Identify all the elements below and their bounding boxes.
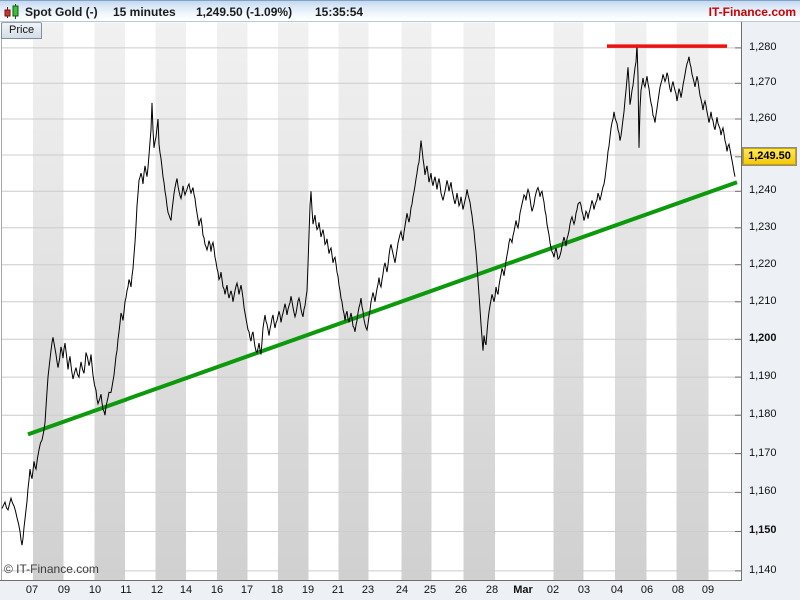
y-axis-label: 1,170 xyxy=(749,446,777,459)
brand-link[interactable]: IT-Finance.com xyxy=(708,5,796,19)
y-axis-label: 1,230 xyxy=(749,220,777,233)
x-axis-label: 14 xyxy=(179,584,193,596)
timeframe-label: 15 minutes xyxy=(113,5,176,19)
x-axis-label: 26 xyxy=(454,584,468,596)
gridlines xyxy=(2,47,740,572)
x-axis-label: 23 xyxy=(361,584,375,596)
x-axis-label: 21 xyxy=(331,584,345,596)
quote-time: 15:35:54 xyxy=(315,5,364,19)
x-axis-label: 24 xyxy=(395,584,409,596)
y-axis-label: 1,240 xyxy=(749,184,777,197)
x-axis-label: 04 xyxy=(610,584,624,596)
y-axis-label: 1,270 xyxy=(749,76,777,89)
price-plot[interactable] xyxy=(0,22,741,582)
last-price-tag: 1,249.50 xyxy=(742,147,797,167)
x-axis-label: 17 xyxy=(240,584,254,596)
x-axis-label: 10 xyxy=(88,584,102,596)
chart-area: Price 1,280 1,270 1,260 1,240 1,230 1,220 1,21… xyxy=(0,22,800,600)
x-axis-label: Mar xyxy=(513,584,533,596)
y-axis-label: 1,140 xyxy=(749,563,777,576)
x-axis-label: 12 xyxy=(150,584,164,596)
x-axis-label: 02 xyxy=(546,584,560,596)
x-axis-label: 07 xyxy=(25,584,39,596)
y-axis-label: 1,210 xyxy=(749,294,777,307)
x-axis-label: 25 xyxy=(423,584,437,596)
x-axis-label: 18 xyxy=(270,584,284,596)
x-axis-label: 16 xyxy=(210,584,224,596)
candlestick-icon xyxy=(4,4,19,19)
x-axis-label: 09 xyxy=(701,584,715,596)
y-axis-label: 1,280 xyxy=(749,40,777,53)
y-axis-label: 1,180 xyxy=(749,408,777,421)
instrument-name: Spot Gold (-) xyxy=(25,5,98,19)
watermark: © IT-Finance.com xyxy=(4,562,99,576)
x-axis-label: 06 xyxy=(640,584,654,596)
y-axis-label: 1,150 xyxy=(749,524,777,537)
y-axis-label: 1,190 xyxy=(749,370,777,383)
last-price-value: 1,249.50 xyxy=(748,150,791,163)
tab-price[interactable]: Price xyxy=(1,22,43,39)
price-axis[interactable]: 1,280 1,270 1,260 1,240 1,230 1,220 1,210 1,200… xyxy=(741,22,800,581)
x-axis-label: 09 xyxy=(57,584,71,596)
x-axis-label: 11 xyxy=(120,584,132,596)
last-quote: 1,249.50 (-1.09%) xyxy=(196,5,293,19)
y-axis-label: 1,260 xyxy=(749,112,777,124)
title-bar: Spot Gold (-) 15 minutes 1,249.50 (-1.09… xyxy=(0,0,800,22)
y-axis-label: 1,200 xyxy=(749,332,777,345)
x-axis-label: 28 xyxy=(485,584,499,596)
y-axis-label: 1,220 xyxy=(749,257,777,270)
x-axis-label: 19 xyxy=(301,584,315,596)
x-axis-label: 03 xyxy=(577,584,591,596)
price-line xyxy=(1,44,736,546)
x-axis-label: 08 xyxy=(671,584,685,596)
time-axis[interactable]: 07 09 10 11 12 14 16 17 18 19 21 23 24 25 26 28 Mar 02 03 0… xyxy=(0,581,800,600)
y-axis-label: 1,160 xyxy=(749,485,777,498)
trendline[interactable] xyxy=(27,180,738,437)
